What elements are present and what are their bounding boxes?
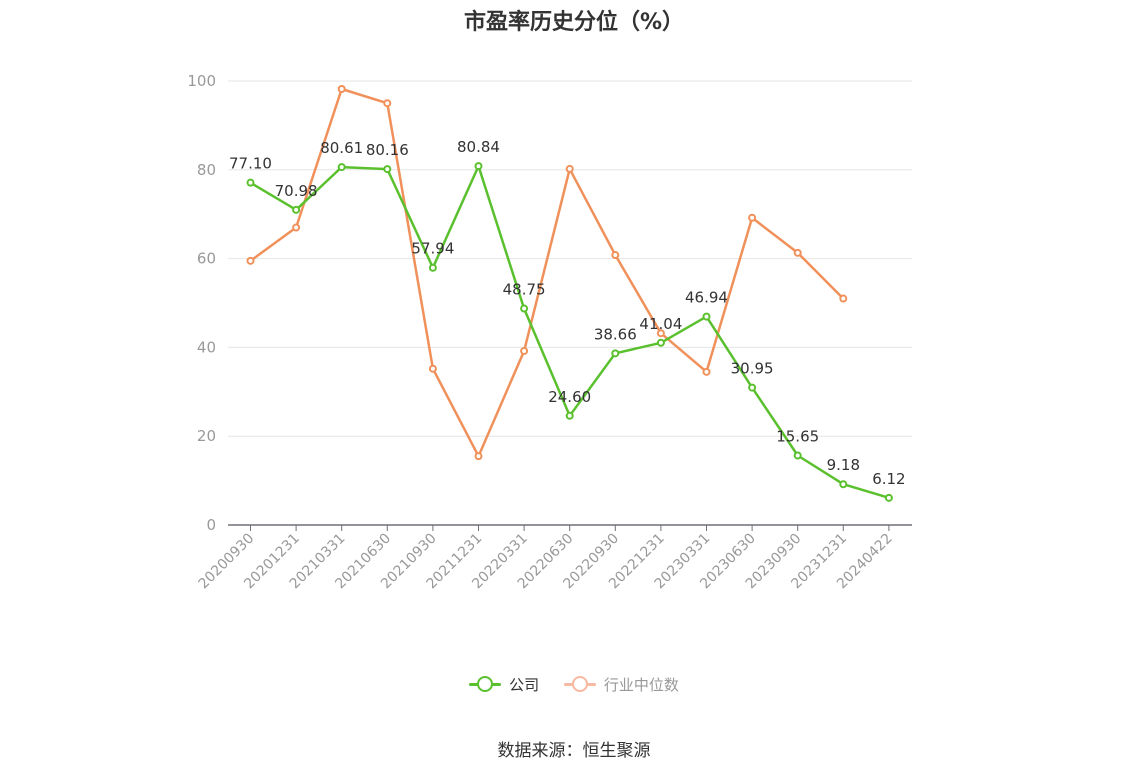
data-label: 6.12 [872,470,905,488]
data-point-company [383,165,392,174]
data-point-company [474,162,483,171]
y-tick-label: 20 [197,427,216,445]
data-point-industry-median [520,346,529,355]
data-point-industry-median [246,256,255,265]
data-point-company [292,205,301,214]
data-point-industry-median [748,213,757,222]
data-point-company [839,480,848,489]
data-point-company [748,383,757,392]
y-tick-label: 0 [206,516,216,534]
data-point-industry-median [383,99,392,108]
y-tick-label: 100 [187,72,216,90]
data-point-company [611,349,620,358]
chart-title: 市盈率历史分位（%） [463,10,685,35]
data-source: 数据来源：恒生聚源 [497,741,651,761]
data-label: 15.65 [776,428,819,446]
data-point-industry-median [565,164,574,173]
data-point-company [246,178,255,187]
series-line-company [249,164,890,499]
data-point-company [428,263,437,272]
legend-marker-industry-median [563,676,596,692]
data-point-industry-median [839,294,848,303]
legend: 公司 行业中位数 [0,672,1148,695]
data-label: 38.66 [594,325,637,343]
legend-item-industry-median[interactable]: 行业中位数 [563,674,679,695]
data-point-industry-median [474,452,483,461]
data-point-industry-median [702,367,711,376]
data-point-company [520,304,529,313]
data-label: 57.94 [411,240,454,258]
y-tick-label: 60 [197,250,216,268]
data-label: 80.84 [457,138,500,156]
y-tick-label: 80 [197,161,216,179]
y-tick-label: 40 [197,338,216,356]
data-point-industry-median [793,248,802,257]
data-point-company [884,493,893,502]
data-label: 9.18 [827,456,860,474]
data-label: 48.75 [503,281,546,299]
data-point-industry-median [337,84,346,93]
data-point-company [337,163,346,172]
data-label: 41.04 [639,315,682,333]
legend-marker-company [469,676,502,692]
data-label: 30.95 [731,360,774,378]
legend-label-industry-median: 行业中位数 [603,676,679,694]
data-label: 46.94 [685,289,728,307]
legend-label-company: 公司 [509,676,540,694]
data-point-industry-median [656,329,665,338]
data-point-company [793,451,802,460]
data-point-industry-median [428,364,437,373]
data-label: 77.10 [229,155,272,173]
data-point-company [702,312,711,321]
data-point-company [565,411,574,420]
data-point-industry-median [611,251,620,260]
data-label: 70.98 [275,182,318,200]
data-label: 80.61 [320,139,363,157]
data-label: 80.16 [366,141,409,159]
data-point-company [656,338,665,347]
series-line-industry-median [249,87,845,458]
data-point-industry-median [292,223,301,232]
legend-item-company[interactable]: 公司 [469,674,539,695]
data-label: 24.60 [548,388,591,406]
